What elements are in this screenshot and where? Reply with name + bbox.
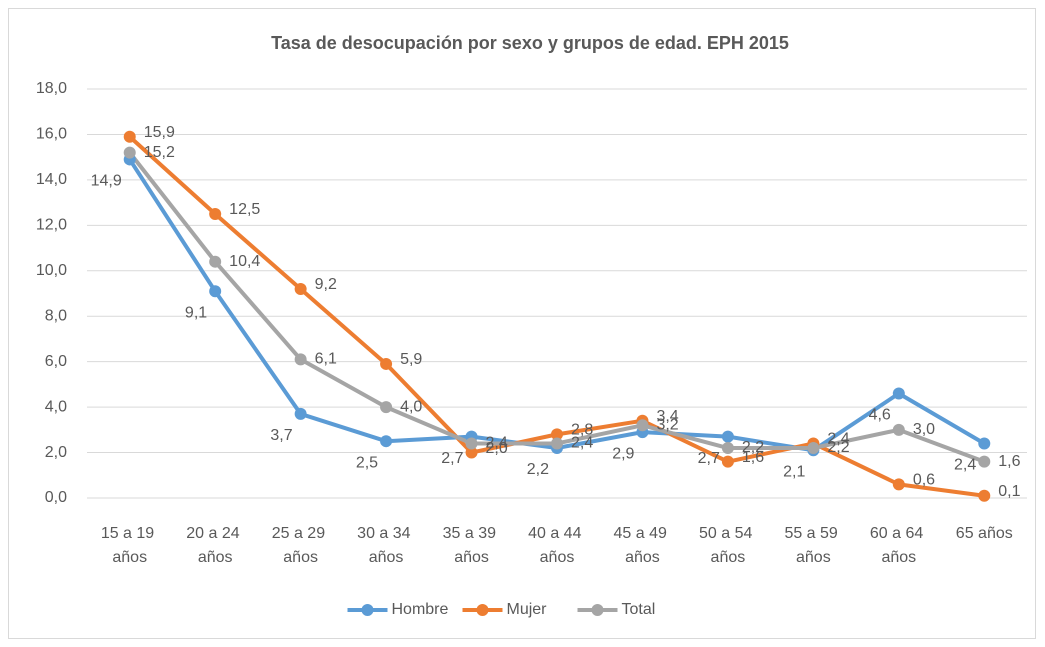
x-tick-label: 25 a 29 años — [272, 525, 330, 566]
y-tick-label: 16,0 — [36, 126, 67, 143]
x-tick-label: 50 a 54 años — [699, 525, 757, 566]
data-label: 3,0 — [913, 421, 935, 438]
data-label: 10,4 — [229, 253, 260, 270]
data-label: 14,9 — [91, 173, 122, 190]
data-label: 2,2 — [742, 439, 764, 456]
data-label: 0,6 — [913, 472, 935, 489]
legend-label: Hombre — [392, 601, 449, 618]
data-label: 9,1 — [185, 304, 207, 321]
marker — [978, 437, 991, 450]
marker — [209, 285, 222, 298]
marker — [978, 489, 991, 502]
data-label: 15,9 — [144, 124, 175, 141]
marker — [892, 478, 905, 491]
data-label: 5,9 — [400, 351, 422, 368]
marker — [294, 353, 307, 366]
y-tick-label: 10,0 — [36, 262, 67, 279]
data-label: 12,5 — [229, 201, 260, 218]
x-tick-label: 55 a 59 años — [784, 525, 842, 566]
x-tick-label: 20 a 24 años — [186, 525, 244, 566]
data-label: 2,5 — [356, 454, 378, 471]
y-tick-label: 14,0 — [36, 171, 67, 188]
data-label: 3,4 — [656, 408, 678, 425]
data-label: 3,7 — [270, 427, 292, 444]
marker — [978, 455, 991, 468]
legend-marker — [591, 604, 604, 616]
data-label: 2,2 — [527, 461, 549, 478]
x-tick-label: 45 a 49 años — [614, 525, 672, 566]
data-label: 6,1 — [315, 351, 337, 368]
x-tick-label: 15 a 19 años — [101, 525, 159, 566]
data-label: 2,4 — [486, 435, 508, 452]
marker — [465, 437, 478, 450]
marker — [551, 437, 563, 450]
x-tick-label: 40 a 44 años — [528, 525, 586, 566]
y-tick-label: 8,0 — [45, 307, 67, 324]
legend-marker — [361, 604, 374, 616]
data-label: 2,8 — [571, 422, 593, 439]
x-tick-label: 65 años — [956, 525, 1013, 542]
x-tick-label: 30 a 34 años — [357, 525, 415, 566]
marker — [892, 387, 905, 400]
legend-label: Total — [622, 601, 656, 618]
chart-title: Tasa de desocupación por sexo y grupos d… — [271, 33, 789, 53]
data-label: 15,2 — [144, 144, 175, 161]
data-label: 2,4 — [954, 457, 976, 474]
legend-label: Mujer — [507, 601, 548, 618]
data-label: 2,4 — [827, 431, 849, 448]
marker — [294, 407, 307, 420]
marker — [721, 455, 734, 468]
marker — [380, 357, 393, 370]
x-tick-label: 60 a 64 años — [870, 525, 928, 566]
data-label: 2,7 — [698, 450, 720, 467]
data-label: 9,2 — [315, 276, 337, 293]
y-tick-label: 6,0 — [45, 353, 67, 370]
marker — [721, 442, 734, 455]
y-tick-label: 0,0 — [45, 489, 67, 506]
data-label: 2,0 — [486, 440, 508, 457]
marker — [807, 442, 820, 455]
marker — [465, 446, 478, 459]
marker — [380, 401, 393, 414]
marker — [551, 428, 563, 441]
data-label: 2,9 — [612, 445, 634, 462]
data-label: 4,0 — [400, 398, 422, 415]
y-tick-label: 12,0 — [36, 217, 67, 234]
data-label: 0,1 — [998, 483, 1020, 500]
marker — [123, 130, 136, 143]
data-label: 1,6 — [998, 453, 1020, 470]
y-tick-label: 4,0 — [45, 398, 67, 415]
marker — [123, 146, 136, 159]
data-label: 2,2 — [827, 439, 849, 456]
data-label: 3,2 — [656, 417, 678, 434]
y-tick-label: 2,0 — [45, 444, 67, 461]
chart-border — [8, 8, 1036, 639]
marker — [294, 282, 307, 295]
marker — [721, 430, 734, 443]
data-label: 4,6 — [869, 407, 891, 424]
legend-marker — [476, 604, 489, 616]
data-label: 1,6 — [742, 449, 764, 466]
marker — [636, 419, 649, 432]
data-label: 2,7 — [441, 450, 463, 467]
y-tick-label: 18,0 — [36, 80, 67, 97]
marker — [892, 423, 905, 436]
marker — [209, 255, 222, 268]
data-label: 2,4 — [571, 435, 593, 452]
marker — [380, 435, 393, 448]
data-label: 2,1 — [783, 464, 805, 481]
x-tick-label: 35 a 39 años — [443, 525, 501, 566]
marker — [209, 207, 222, 220]
